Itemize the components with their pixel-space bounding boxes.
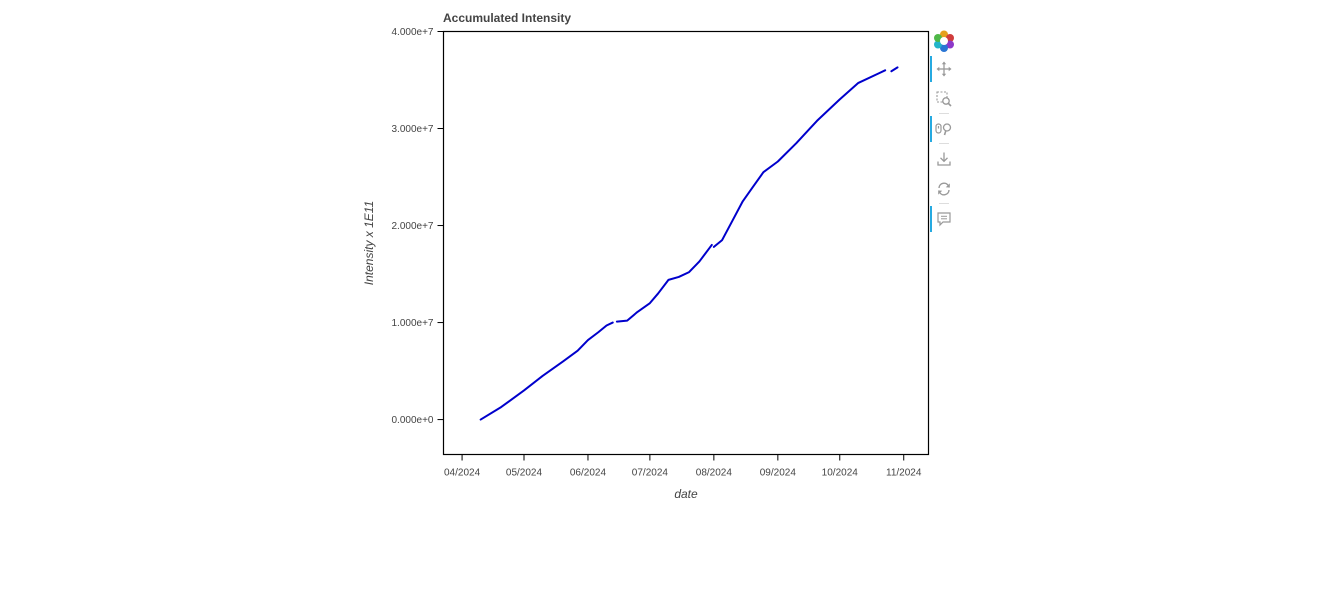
chart-toolbar xyxy=(930,28,958,234)
series-line-segment xyxy=(615,243,713,323)
series-line-segment xyxy=(712,69,887,248)
y-tick-label: 0.000e+0 xyxy=(392,415,434,426)
x-tick-label: 11/2024 xyxy=(886,468,922,479)
x-tick-label: 07/2024 xyxy=(632,468,669,479)
y-axis: 0.000e+0 1.000e+7 2.000e+7 3.000e+7 4.000e+7 xyxy=(392,27,444,426)
hover-icon xyxy=(937,212,951,227)
wheel-zoom-icon xyxy=(935,123,952,136)
series-line-segment xyxy=(479,321,614,421)
x-tick-label: 10/2024 xyxy=(822,468,859,479)
bokeh-logo-icon xyxy=(934,30,954,52)
x-tick-label: 08/2024 xyxy=(696,468,733,479)
y-tick-label: 1.000e+7 xyxy=(392,318,434,329)
bokeh-logo[interactable] xyxy=(930,28,958,54)
y-tick-label: 4.000e+7 xyxy=(392,27,434,38)
x-tick-label: 06/2024 xyxy=(570,468,607,479)
y-axis-label: Intensity x 1E11 xyxy=(362,201,376,286)
series-line-segment xyxy=(890,66,899,73)
x-tick-label: 09/2024 xyxy=(760,468,797,479)
y-tick-label: 3.000e+7 xyxy=(392,124,434,135)
plot-area[interactable] xyxy=(442,30,930,456)
box-zoom-tool[interactable] xyxy=(930,84,958,114)
chart-title: Accumulated Intensity xyxy=(443,11,571,25)
x-tick-label: 05/2024 xyxy=(506,468,543,479)
wheel-zoom-tool[interactable] xyxy=(930,113,958,144)
save-icon xyxy=(937,152,951,166)
x-axis: 04/2024 05/2024 06/2024 07/2024 08/2024 09/20… xyxy=(444,454,922,479)
pan-icon xyxy=(936,61,952,77)
x-axis-label: date xyxy=(674,487,698,501)
reset-icon xyxy=(938,182,950,196)
box-zoom-icon xyxy=(936,91,952,107)
hover-tool[interactable] xyxy=(930,203,958,234)
x-tick-label: 04/2024 xyxy=(444,468,481,479)
reset-tool[interactable] xyxy=(930,174,958,204)
plot-frame xyxy=(442,30,930,456)
pan-tool[interactable] xyxy=(930,54,958,84)
y-tick-label: 2.000e+7 xyxy=(392,221,434,232)
save-tool[interactable] xyxy=(930,143,958,174)
